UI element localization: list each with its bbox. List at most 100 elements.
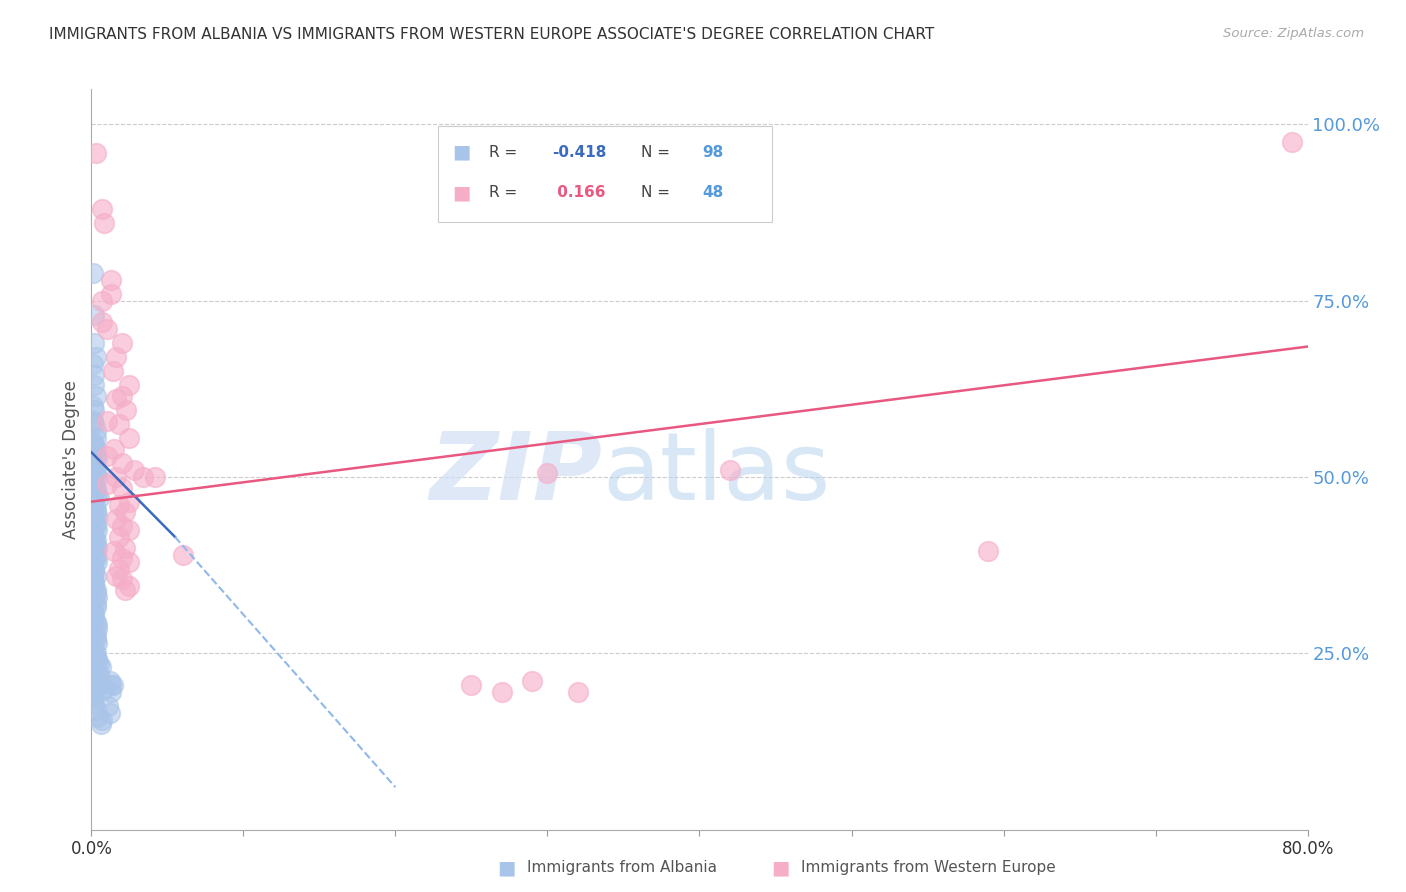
Point — [84, 649, 107, 664]
Point — [86, 590, 108, 604]
Point — [111, 481, 134, 495]
Point — [460, 678, 482, 692]
Text: IMMIGRANTS FROM ALBANIA VS IMMIGRANTS FROM WESTERN EUROPE ASSOCIATE'S DEGREE COR: IMMIGRANTS FROM ALBANIA VS IMMIGRANTS FR… — [49, 27, 935, 42]
Point — [86, 555, 108, 569]
Point — [83, 642, 105, 657]
Point — [84, 463, 107, 477]
Point — [83, 477, 105, 491]
Point — [91, 293, 114, 308]
Point — [83, 530, 105, 544]
Point — [104, 470, 127, 484]
Text: ■: ■ — [453, 143, 471, 161]
Point — [83, 575, 105, 590]
Point — [83, 607, 105, 622]
Point — [82, 572, 104, 586]
Point — [83, 512, 105, 526]
Point — [104, 568, 127, 582]
Point — [101, 364, 124, 378]
Text: 48: 48 — [702, 186, 723, 201]
Point — [111, 389, 134, 403]
Point — [82, 400, 104, 414]
Point — [86, 523, 108, 537]
Text: ■: ■ — [453, 184, 471, 202]
Point — [100, 678, 122, 692]
Point — [93, 216, 115, 230]
Text: ■: ■ — [770, 858, 790, 878]
Point — [84, 568, 107, 582]
Point — [107, 417, 129, 431]
Point — [83, 438, 105, 452]
Point — [118, 555, 141, 569]
Point — [83, 368, 105, 382]
Point — [111, 519, 134, 533]
Point — [82, 558, 104, 573]
Point — [1281, 135, 1303, 149]
Point — [82, 692, 104, 706]
Point — [114, 505, 136, 519]
Point — [84, 424, 107, 438]
Point — [84, 600, 107, 615]
Y-axis label: Associate's Degree: Associate's Degree — [62, 380, 80, 539]
Point — [83, 417, 105, 431]
Point — [86, 618, 108, 632]
Point — [83, 664, 105, 678]
Text: 98: 98 — [702, 145, 723, 160]
Point — [83, 498, 105, 512]
Point — [83, 565, 105, 579]
Point — [86, 470, 108, 484]
Point — [84, 519, 107, 533]
Point — [86, 488, 108, 502]
Point — [107, 530, 129, 544]
Point — [83, 625, 105, 640]
Point — [111, 336, 134, 351]
Text: Immigrants from Albania: Immigrants from Albania — [527, 861, 717, 875]
Point — [103, 442, 125, 456]
Point — [87, 667, 110, 681]
Point — [100, 272, 122, 286]
Point — [89, 660, 111, 674]
Text: Source: ZipAtlas.com: Source: ZipAtlas.com — [1223, 27, 1364, 40]
Point — [84, 671, 107, 685]
Point — [100, 286, 122, 301]
Point — [111, 456, 134, 470]
Point — [84, 431, 107, 445]
Point — [84, 681, 107, 696]
Point — [97, 699, 120, 714]
Point — [86, 636, 108, 650]
Point — [82, 414, 104, 428]
Point — [84, 703, 107, 717]
Point — [82, 526, 104, 541]
Point — [83, 685, 105, 699]
Point — [84, 629, 107, 643]
Point — [96, 477, 118, 491]
Point — [83, 403, 105, 417]
Point — [103, 544, 125, 558]
Text: Immigrants from Western Europe: Immigrants from Western Europe — [801, 861, 1056, 875]
Text: R =: R = — [489, 145, 522, 160]
Point — [82, 639, 104, 653]
Point — [111, 572, 134, 586]
FancyBboxPatch shape — [439, 126, 772, 222]
Point — [104, 392, 127, 407]
Point — [101, 678, 124, 692]
Point — [115, 403, 138, 417]
Point — [86, 653, 108, 667]
Point — [86, 710, 108, 724]
Point — [118, 431, 141, 445]
Point — [84, 586, 107, 600]
Point — [86, 508, 108, 523]
Point — [82, 434, 104, 449]
Point — [96, 322, 118, 336]
Point — [83, 544, 105, 558]
Point — [84, 145, 107, 160]
Point — [84, 350, 107, 364]
Text: N =: N = — [641, 186, 675, 201]
Point — [122, 463, 145, 477]
Point — [84, 582, 107, 597]
Point — [83, 562, 105, 576]
Point — [96, 449, 118, 463]
Point — [84, 597, 107, 611]
Point — [977, 544, 1000, 558]
Point — [84, 632, 107, 647]
Text: ■: ■ — [496, 858, 516, 878]
